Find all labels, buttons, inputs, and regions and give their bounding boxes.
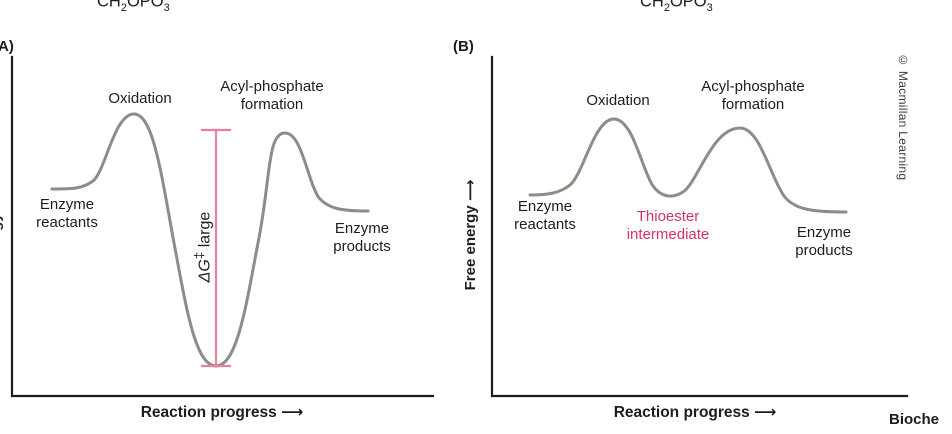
panel-b-oxidation-label: Oxidation xyxy=(586,92,650,109)
formula-charge: 2− xyxy=(170,0,183,3)
panel-a-formula: CH2OPO32− xyxy=(97,0,182,14)
panel-b-label: (B) xyxy=(453,38,474,55)
formula-text: CH xyxy=(97,0,121,11)
formula-text: OPO xyxy=(126,0,164,11)
formula-text: CH xyxy=(640,0,664,11)
delta-g-annotation xyxy=(201,128,231,368)
panel-a-y-axis-label: Free energy ⟶ xyxy=(0,188,4,299)
panel-a-enzyme-products-label: Enzyme products xyxy=(333,220,391,255)
panel-b-formula: CH2OPO32− xyxy=(640,0,725,14)
formula-subscript: 2 xyxy=(663,1,670,14)
panel-a-oxidation-label: Oxidation xyxy=(108,90,172,107)
panel-b-y-axis-label: Free energy ⟶ xyxy=(462,179,479,291)
caption-text: Bioche xyxy=(889,411,940,428)
formula-subscript: 2 xyxy=(120,1,127,14)
panel-b-energy-curve xyxy=(528,117,848,214)
panel-b-enzyme-reactants-label: Enzyme reactants xyxy=(514,198,576,233)
thioester-intermediate-label: Thioester intermediate xyxy=(626,208,710,243)
panel-b-axes xyxy=(490,55,909,398)
formula-text: OPO xyxy=(669,0,707,11)
double-dagger-symbol: ‡ xyxy=(191,251,207,260)
panel-a-label: (A) xyxy=(0,38,14,55)
panel-b-enzyme-products-label: Enzyme products xyxy=(795,224,853,259)
delta-g-text: large xyxy=(196,211,214,252)
formula-charge: 2− xyxy=(713,0,726,3)
delta-g-symbol: ΔG xyxy=(196,259,214,283)
panel-a-enzyme-reactants-label: Enzyme reactants xyxy=(36,196,98,231)
panel-a-x-axis-label: Reaction progress ⟶ xyxy=(140,404,304,421)
panel-a-acyl-phosphate-label: Acyl-phosphate formation xyxy=(220,78,324,113)
formula-subscript: 3 xyxy=(163,1,170,14)
copyright-text: © Macmillan Learning xyxy=(896,53,910,181)
panel-b-acyl-phosphate-label: Acyl-phosphate formation xyxy=(701,78,805,113)
formula-subscript: 3 xyxy=(706,1,713,14)
delta-g-label: ΔG‡ large xyxy=(191,212,214,283)
panel-a-axes xyxy=(10,55,435,398)
panel-b-x-axis-label: Reaction progress ⟶ xyxy=(613,404,777,421)
